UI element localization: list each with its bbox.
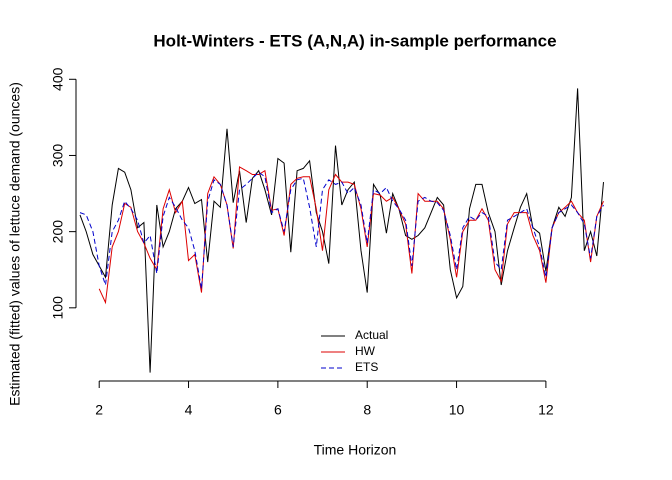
chart-title: Holt-Winters - ETS (A,N,A) in-sample per… [153, 31, 556, 50]
legend-label: ETS [355, 360, 378, 374]
legend-label: Actual [355, 328, 388, 342]
x-tick-label: 4 [185, 402, 193, 418]
x-axis-label: Time Horizon [314, 442, 397, 458]
y-tick-label: 300 [50, 144, 66, 168]
x-tick-label: 12 [538, 402, 554, 418]
y-axis-label: Estimated (fitted) values of lettuce dem… [7, 82, 23, 406]
x-tick-label: 2 [95, 402, 103, 418]
series-line [79, 171, 604, 289]
x-tick-label: 10 [449, 402, 465, 418]
legend: Actual HW ETS [321, 328, 388, 374]
legend-label: HW [355, 344, 376, 358]
y-tick-label: 200 [50, 220, 66, 244]
x-tick-label: 8 [363, 402, 371, 418]
y-tick-label: 100 [50, 296, 66, 320]
series-line [79, 88, 604, 373]
y-tick-label: 400 [50, 67, 66, 91]
series-line [98, 166, 604, 305]
x-tick-label: 6 [274, 402, 282, 418]
